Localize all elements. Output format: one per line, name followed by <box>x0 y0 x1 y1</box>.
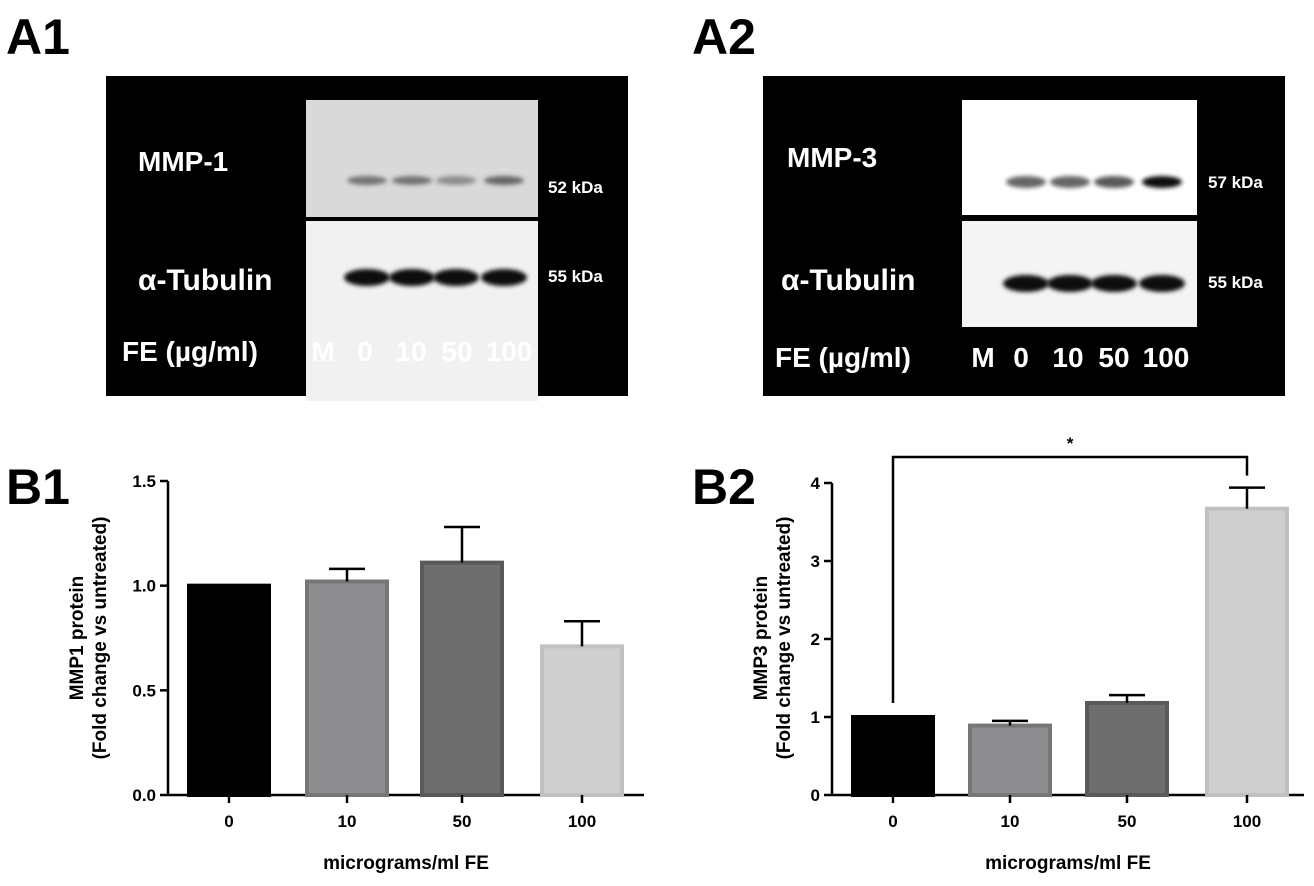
blot-band <box>436 175 476 185</box>
bar <box>187 583 271 798</box>
panel-label-b2: B2 <box>692 459 756 515</box>
blot-lane-title: FE (µg/ml) <box>775 342 911 373</box>
blot-lane-label: 100 <box>485 336 533 367</box>
blot-band <box>1142 176 1182 188</box>
blot-band <box>389 268 435 286</box>
x-tick-label: 0 <box>888 812 897 831</box>
blot-lane-label: M <box>971 342 995 373</box>
blot-band <box>1047 274 1093 292</box>
significance-label: * <box>1067 434 1074 453</box>
blot-band <box>1094 176 1134 188</box>
blot-lane-label: 10 <box>395 336 427 367</box>
y-tick-label: 1 <box>811 708 820 727</box>
blot-top-protein-label: MMP-1 <box>138 146 229 177</box>
panel-label-b1: B1 <box>6 459 70 515</box>
bar <box>420 560 504 798</box>
blot-band <box>1003 274 1049 292</box>
x-tick-label: 100 <box>1233 812 1261 831</box>
blot-top-kda-label: 57 kDa <box>1208 173 1263 192</box>
panel-label-a1: A1 <box>6 9 70 65</box>
blot-bottom-kda-label: 55 kDa <box>1208 273 1263 292</box>
blot-lane-label: 50 <box>441 336 473 367</box>
y-tick-label: 0.5 <box>132 681 156 700</box>
y-tick-label: 4 <box>811 474 821 493</box>
blot-band <box>481 268 527 286</box>
x-tick-label: 0 <box>224 812 233 831</box>
bar-chart: 0.0 0.5 1.0 1.5 0 10 50 100 micrograms/ml FE MMP1… <box>67 472 644 874</box>
western-blot-mmp1: MMP-1 α-Tubulin 52 kDa 55 kDa FE (µg/ml)… <box>106 76 628 401</box>
blot-top-membrane <box>306 100 538 217</box>
y-axis-title: MMP1 protein <box>67 576 88 701</box>
y-tick-label: 0.0 <box>132 786 156 805</box>
significance-bracket <box>891 455 1249 703</box>
blot-lane-label: 0 <box>357 336 373 367</box>
blot-lane-label: 50 <box>1098 342 1130 373</box>
blot-band <box>433 268 479 286</box>
blot-lane-title: FE (µg/ml) <box>122 336 258 367</box>
blot-band <box>1091 274 1137 292</box>
x-tick-label: 50 <box>453 812 472 831</box>
blot-bottom-membrane <box>962 221 1197 327</box>
blot-top-protein-label: MMP-3 <box>787 142 878 173</box>
blot-top-kda-label: 52 kDa <box>548 178 603 197</box>
blot-band <box>392 175 432 185</box>
bar <box>540 644 624 798</box>
blot-top-membrane <box>962 100 1197 215</box>
blot-band <box>1050 176 1090 188</box>
bar <box>851 715 935 797</box>
blot-lane-row: FE (µg/ml) M 0 10 50 100 <box>763 344 1285 378</box>
y-tick-label: 3 <box>811 552 820 571</box>
y-tick-label: 1.5 <box>132 472 156 491</box>
bar <box>305 579 389 797</box>
bar <box>1085 700 1169 798</box>
bar-chart: 0 1 2 3 4 0 10 50 100 micrograms/ml FE MMP3 protei… <box>751 434 1304 874</box>
blot-band <box>484 175 524 185</box>
y-axis-title: MMP3 protein <box>751 576 772 701</box>
blot-band <box>1006 176 1046 188</box>
blot-band <box>344 268 390 286</box>
x-axis-title: micrograms/ml FE <box>985 853 1151 874</box>
x-axis-title: micrograms/ml FE <box>323 853 489 874</box>
blot-band <box>347 175 387 185</box>
y-axis-title: (Fold change vs untreated) <box>90 517 111 760</box>
y-tick-label: 0 <box>811 786 820 805</box>
panel-label-a2: A2 <box>692 9 756 65</box>
blot-bottom-protein-label: α-Tubulin <box>781 264 916 297</box>
blot-bottom-kda-label: 55 kDa <box>548 267 603 286</box>
x-tick-label: 50 <box>1118 812 1137 831</box>
western-blot-mmp3: MMP-3 α-Tubulin 57 kDa 55 kDa FE (µg/ml)… <box>763 76 1285 396</box>
blot-bottom-membrane <box>306 221 538 401</box>
y-axis-title: (Fold change vs untreated) <box>774 517 795 760</box>
x-tick-label: 10 <box>338 812 357 831</box>
blot-lane-label: 10 <box>1052 342 1084 373</box>
blot-band <box>1139 274 1185 292</box>
y-tick-label: 1.0 <box>132 577 156 596</box>
x-tick-label: 10 <box>1001 812 1020 831</box>
bar <box>1205 506 1289 797</box>
blot-lane-label: 0 <box>1013 342 1029 373</box>
blot-lane-row: FE (µg/ml) M 0 10 50 100 <box>106 338 628 372</box>
bar <box>968 723 1052 798</box>
blot-lane-label: 100 <box>1142 342 1190 373</box>
blot-lane-label: M <box>311 336 335 367</box>
x-tick-label: 100 <box>568 812 596 831</box>
blot-bottom-protein-label: α-Tubulin <box>138 264 273 297</box>
y-tick-label: 2 <box>811 630 820 649</box>
